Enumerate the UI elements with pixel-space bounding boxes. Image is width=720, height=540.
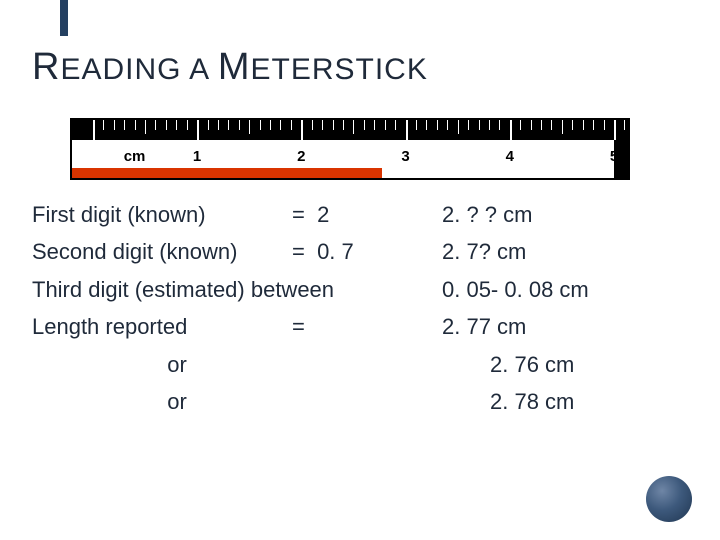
row-label: First digit (known): [32, 196, 292, 233]
ruler-cm-label: cm: [124, 148, 146, 165]
tick-major: [614, 120, 616, 140]
tick-mid: [562, 120, 563, 134]
tick-minor: [624, 120, 625, 130]
row-right: 2. 7? cm: [442, 233, 688, 270]
tick-mid: [353, 120, 354, 134]
tick-minor: [447, 120, 448, 130]
accent-bar: [60, 0, 68, 36]
or-label: or: [32, 383, 442, 420]
tick-major: [301, 120, 303, 140]
tick-minor: [489, 120, 490, 130]
row-right: 2. ? ? cm: [442, 196, 688, 233]
tick-minor: [520, 120, 521, 130]
tick-minor: [218, 120, 219, 130]
tick-minor: [103, 120, 104, 130]
tick-minor: [604, 120, 605, 130]
tick-minor: [395, 120, 396, 130]
tick-minor: [468, 120, 469, 130]
tick-minor: [166, 120, 167, 130]
ruler-tick-area: [72, 120, 614, 140]
tick-minor: [155, 120, 156, 130]
tick-major: [510, 120, 512, 140]
tick-minor: [114, 120, 115, 130]
row-right: 0. 05- 0. 08 cm: [442, 271, 688, 308]
ruler-major-label: 2: [297, 148, 305, 165]
ruler-major-label: 4: [506, 148, 514, 165]
tick-major: [406, 120, 408, 140]
tick-minor: [176, 120, 177, 130]
data-row-alt: or 2. 78 cm: [32, 383, 688, 420]
title-cap-r: R: [32, 46, 60, 88]
tick-minor: [333, 120, 334, 130]
tick-mid: [458, 120, 459, 134]
row-right: 2. 77 cm: [442, 308, 688, 345]
tick-major: [197, 120, 199, 140]
tick-minor: [239, 120, 240, 130]
row-label: Length reported: [32, 308, 292, 345]
or-label: or: [32, 346, 442, 383]
tick-minor: [479, 120, 480, 130]
tick-minor: [541, 120, 542, 130]
tick-minor: [593, 120, 594, 130]
tick-minor: [260, 120, 261, 130]
row-right: 2. 78 cm: [442, 383, 688, 420]
tick-mid: [145, 120, 146, 134]
tick-minor: [364, 120, 365, 130]
tick-minor: [124, 120, 125, 130]
row-mid: = 0. 7: [292, 233, 442, 270]
tick-minor: [208, 120, 209, 130]
tick-minor: [312, 120, 313, 130]
data-row-alt: or 2. 76 cm: [32, 346, 688, 383]
tick-minor: [551, 120, 552, 130]
row-mid: =: [292, 308, 442, 345]
ruler-measurement-bar: [72, 168, 382, 178]
row-label: Second digit (known): [32, 233, 292, 270]
tick-minor: [291, 120, 292, 130]
ruler-major-label: 5: [610, 148, 618, 165]
tick-minor: [322, 120, 323, 130]
title-text-1: EADING A: [60, 53, 217, 86]
tick-minor: [187, 120, 188, 130]
row-label: Third digit (estimated) between: [32, 271, 442, 308]
tick-minor: [374, 120, 375, 130]
row-mid: = 2: [292, 196, 442, 233]
tick-minor: [572, 120, 573, 130]
tick-minor: [135, 120, 136, 130]
title-text-2: ETERSTICK: [251, 53, 428, 86]
ruler-major-label: 1: [193, 148, 201, 165]
tick-minor: [416, 120, 417, 130]
row-right: 2. 76 cm: [442, 346, 688, 383]
data-row: Length reported = 2. 77 cm: [32, 308, 688, 345]
data-row: First digit (known) = 2 2. ? ? cm: [32, 196, 688, 233]
tick-minor: [385, 120, 386, 130]
tick-minor: [270, 120, 271, 130]
tick-minor: [583, 120, 584, 130]
data-row: Second digit (known) = 0. 7 2. 7? cm: [32, 233, 688, 270]
tick-minor: [343, 120, 344, 130]
tick-minor: [531, 120, 532, 130]
tick-minor: [280, 120, 281, 130]
tick-minor: [228, 120, 229, 130]
tick-major: [93, 120, 95, 140]
tick-minor: [635, 120, 636, 130]
tick-minor: [499, 120, 500, 130]
data-row: Third digit (estimated) between 0. 05- 0…: [32, 271, 688, 308]
page-title: READING A METERSTICK: [32, 46, 428, 89]
content-block: First digit (known) = 2 2. ? ? cm Second…: [32, 196, 688, 420]
tick-mid: [249, 120, 250, 134]
tick-minor: [426, 120, 427, 130]
tick-minor: [437, 120, 438, 130]
ruler: cm 1 2 3 4 5: [70, 118, 630, 180]
title-cap-m: M: [218, 46, 251, 88]
ruler-major-label: 3: [401, 148, 409, 165]
decorative-sphere-icon: [646, 476, 692, 522]
